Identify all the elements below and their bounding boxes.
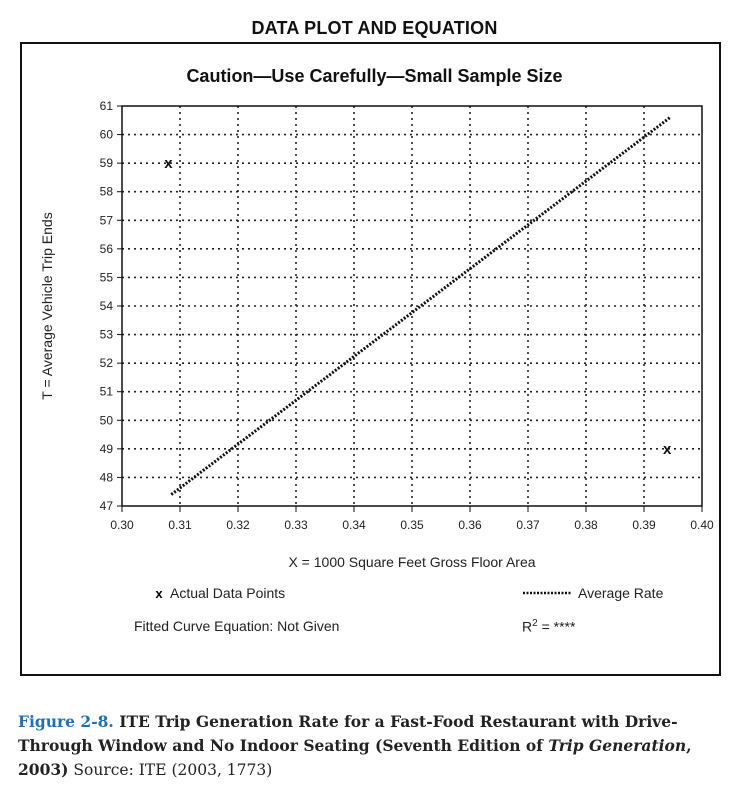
x-tick-label: 0.32 [226, 518, 250, 532]
y-tick-label: 52 [100, 356, 114, 370]
y-tick-label: 50 [100, 413, 114, 427]
y-tick-label: 59 [100, 156, 114, 170]
figure-frame [20, 42, 721, 676]
x-tick-label: 0.40 [690, 518, 714, 532]
legend-points-label: Actual Data Points [170, 585, 286, 601]
x-tick-label: 0.37 [516, 518, 540, 532]
caution-title: Caution—Use Carefully—Small Sample Size [186, 66, 563, 86]
figure-heading: DATA PLOT AND EQUATION [251, 18, 498, 38]
x-axis-title: X = 1000 Square Feet Gross Floor Area [288, 554, 535, 570]
y-tick-label: 53 [100, 328, 114, 342]
y-tick-label: 51 [100, 385, 114, 399]
data-point: x [663, 441, 672, 458]
y-tick-label: 47 [100, 499, 114, 513]
figure-number: Figure 2-8. [18, 712, 114, 731]
data-points: xx [164, 155, 672, 458]
y-tick-label: 57 [100, 213, 114, 227]
y-tick-label: 54 [100, 299, 114, 313]
y-tick-label: 61 [100, 99, 114, 113]
grid-lines [122, 106, 702, 506]
equation-label: Fitted Curve Equation: Not Given [134, 618, 340, 634]
r-squared-exponent: 2 [532, 618, 538, 629]
figure-caption: Figure 2-8. ITE Trip Generation Rate for… [18, 710, 730, 782]
y-axis-title: T = Average Vehicle Trip Ends [39, 212, 55, 399]
caption-title-part-b: , 2003) [18, 736, 692, 779]
y-tick-label: 49 [100, 442, 114, 456]
x-tick-label: 0.38 [574, 518, 598, 532]
caption-title-part-a: ITE Trip Generation Rate for a Fast-Food… [18, 712, 678, 755]
x-tick-label: 0.34 [342, 518, 366, 532]
x-tick-label: 0.33 [284, 518, 308, 532]
x-tick-label: 0.35 [400, 518, 424, 532]
r-squared-label: R2 = **** [522, 618, 575, 635]
caption-source: Source: ITE (2003, 1773) [68, 761, 273, 779]
y-tick-label: 56 [100, 242, 114, 256]
y-tick-label: 55 [100, 270, 114, 284]
y-tick-label: 48 [100, 470, 114, 484]
average-rate-line [170, 116, 672, 496]
legend-point-marker: x [155, 586, 163, 601]
y-tick-label: 58 [100, 185, 114, 199]
x-tick-label: 0.30 [110, 518, 134, 532]
caption-title-italic: Trip Generation [548, 736, 687, 755]
x-tick-label: 0.39 [632, 518, 656, 532]
legend-line-label: Average Rate [578, 585, 664, 601]
data-point: x [164, 155, 173, 172]
x-tick-label: 0.31 [168, 518, 192, 532]
r-squared-symbol: R [522, 618, 533, 635]
r-squared-value: = **** [541, 618, 576, 635]
average-rate-line-segment [170, 116, 672, 496]
y-tick-label: 60 [100, 128, 114, 142]
axis-ticks: 0.30 0.31 0.32 0.33 0.34 0.35 0.36 0.37 0.38 0.39… [100, 99, 714, 532]
x-tick-label: 0.36 [458, 518, 482, 532]
